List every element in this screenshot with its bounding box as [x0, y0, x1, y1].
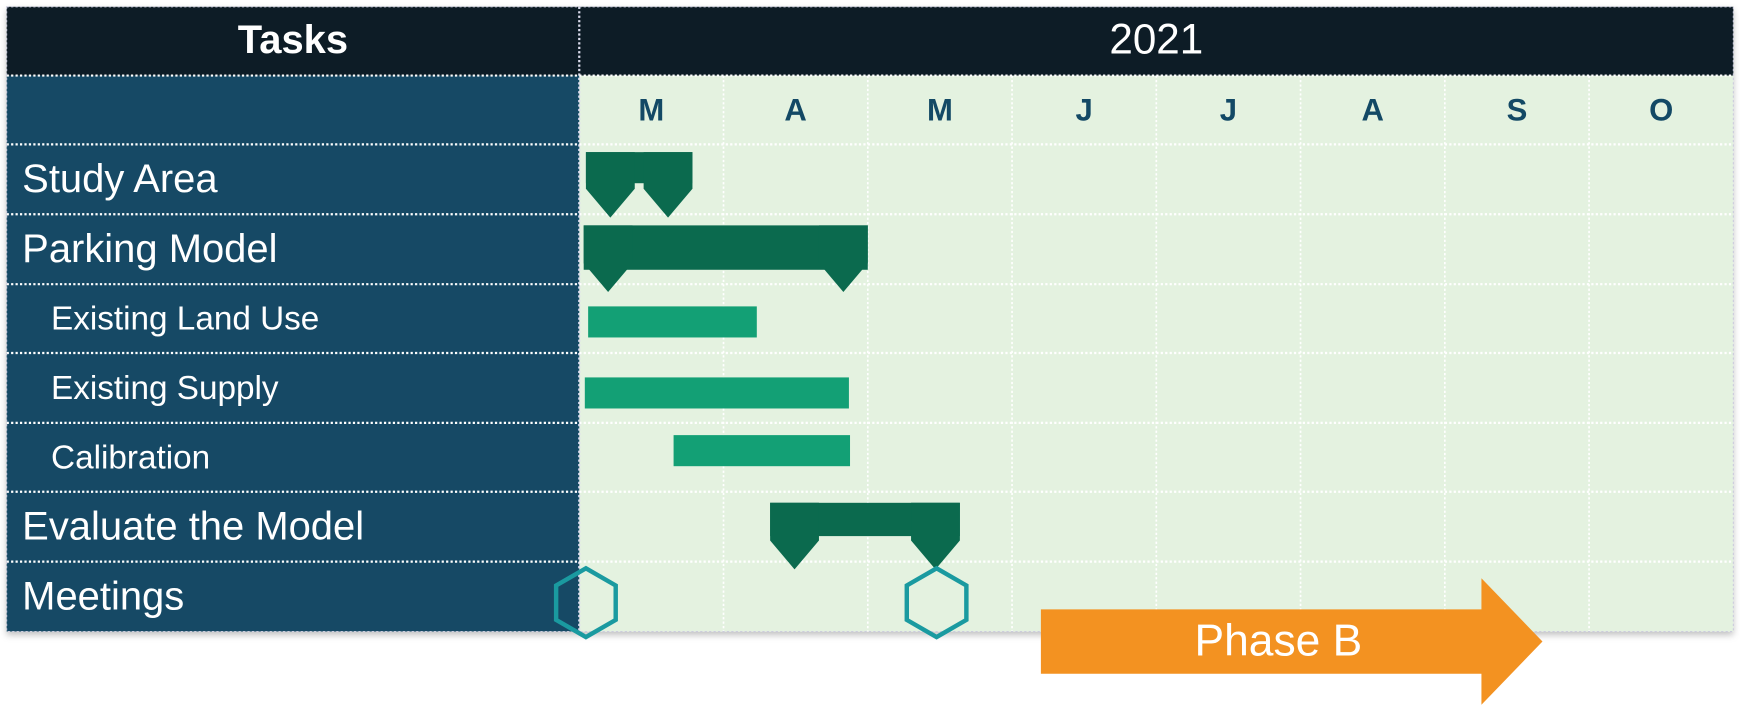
summary-end [585, 152, 635, 218]
month-label: S [1507, 92, 1528, 127]
month-label: M [927, 92, 953, 127]
summary-end [583, 225, 633, 292]
month-label: A [784, 92, 806, 127]
month-label: A [1361, 92, 1383, 127]
task-label: Study Area [22, 157, 218, 201]
month-label: O [1649, 92, 1673, 127]
phase-label: Phase B [1194, 616, 1362, 665]
task-label: Evaluate the Model [22, 504, 364, 548]
task-label: Meetings [22, 574, 184, 618]
task-label: Existing Supply [51, 370, 279, 407]
summary-end [643, 152, 693, 218]
month-label: J [1220, 92, 1237, 127]
grid-lines [6, 6, 1734, 633]
task-bar [584, 377, 849, 409]
meeting-marker [553, 565, 618, 640]
summary-end [911, 502, 960, 570]
tasks-header: Tasks [238, 18, 348, 62]
summary-end [818, 225, 868, 292]
month-label: J [1076, 92, 1093, 127]
month-label: M [638, 92, 664, 127]
task-label: Existing Land Use [51, 301, 319, 338]
task-label: Parking Model [22, 227, 277, 271]
summary-end [770, 502, 819, 570]
border [6, 6, 1734, 633]
header-bg [6, 6, 1734, 76]
labels: Tasks 2021 M A M J J A S O Study Area Parking Model… [22, 15, 1673, 665]
phase-arrow [1040, 578, 1543, 705]
year-header: 2021 [1109, 15, 1203, 62]
task-bar [673, 435, 851, 467]
bars [553, 152, 1543, 705]
meeting-marker [904, 565, 969, 640]
task-label: Calibration [51, 439, 210, 476]
task-bar [588, 306, 757, 338]
